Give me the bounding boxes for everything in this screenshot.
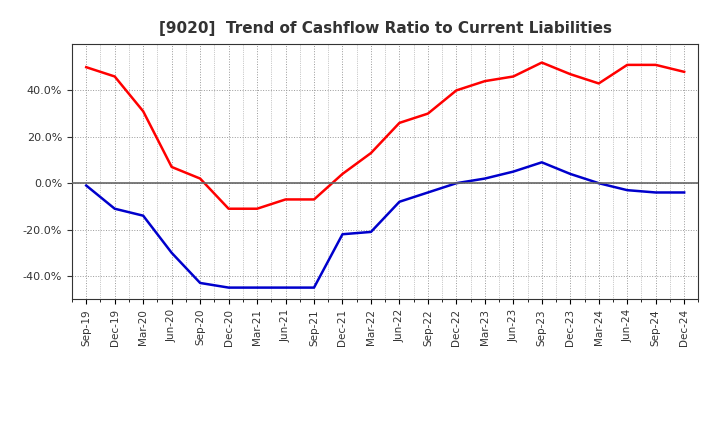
- Free CF to Current Liabilities: [509, 169, 518, 174]
- Free CF to Current Liabilities: [680, 190, 688, 195]
- Free CF to Current Liabilities: [338, 231, 347, 237]
- Operating CF to Current Liabilities: [395, 120, 404, 125]
- Line: Operating CF to Current Liabilities: Operating CF to Current Liabilities: [86, 62, 684, 209]
- Operating CF to Current Liabilities: [225, 206, 233, 211]
- Legend: Operating CF to Current Liabilities, Free CF to Current Liabilities: Operating CF to Current Liabilities, Fre…: [135, 438, 636, 440]
- Free CF to Current Liabilities: [423, 190, 432, 195]
- Operating CF to Current Liabilities: [652, 62, 660, 67]
- Free CF to Current Liabilities: [110, 206, 119, 211]
- Operating CF to Current Liabilities: [139, 109, 148, 114]
- Free CF to Current Liabilities: [566, 171, 575, 176]
- Free CF to Current Liabilities: [480, 176, 489, 181]
- Operating CF to Current Liabilities: [282, 197, 290, 202]
- Operating CF to Current Liabilities: [623, 62, 631, 67]
- Free CF to Current Liabilities: [395, 199, 404, 205]
- Operating CF to Current Liabilities: [423, 111, 432, 116]
- Free CF to Current Liabilities: [196, 280, 204, 286]
- Free CF to Current Liabilities: [225, 285, 233, 290]
- Operating CF to Current Liabilities: [167, 164, 176, 169]
- Operating CF to Current Liabilities: [452, 88, 461, 93]
- Operating CF to Current Liabilities: [82, 65, 91, 70]
- Operating CF to Current Liabilities: [110, 74, 119, 79]
- Operating CF to Current Liabilities: [253, 206, 261, 211]
- Operating CF to Current Liabilities: [366, 150, 375, 156]
- Free CF to Current Liabilities: [595, 180, 603, 186]
- Operating CF to Current Liabilities: [196, 176, 204, 181]
- Operating CF to Current Liabilities: [480, 78, 489, 84]
- Free CF to Current Liabilities: [366, 229, 375, 235]
- Free CF to Current Liabilities: [282, 285, 290, 290]
- Operating CF to Current Liabilities: [595, 81, 603, 86]
- Free CF to Current Liabilities: [82, 183, 91, 188]
- Title: [9020]  Trend of Cashflow Ratio to Current Liabilities: [9020] Trend of Cashflow Ratio to Curren…: [158, 21, 612, 36]
- Operating CF to Current Liabilities: [566, 72, 575, 77]
- Free CF to Current Liabilities: [623, 187, 631, 193]
- Free CF to Current Liabilities: [253, 285, 261, 290]
- Operating CF to Current Liabilities: [537, 60, 546, 65]
- Operating CF to Current Liabilities: [509, 74, 518, 79]
- Free CF to Current Liabilities: [167, 250, 176, 256]
- Operating CF to Current Liabilities: [338, 171, 347, 176]
- Operating CF to Current Liabilities: [310, 197, 318, 202]
- Free CF to Current Liabilities: [452, 180, 461, 186]
- Line: Free CF to Current Liabilities: Free CF to Current Liabilities: [86, 162, 684, 288]
- Free CF to Current Liabilities: [652, 190, 660, 195]
- Operating CF to Current Liabilities: [680, 69, 688, 74]
- Free CF to Current Liabilities: [310, 285, 318, 290]
- Free CF to Current Liabilities: [537, 160, 546, 165]
- Free CF to Current Liabilities: [139, 213, 148, 218]
